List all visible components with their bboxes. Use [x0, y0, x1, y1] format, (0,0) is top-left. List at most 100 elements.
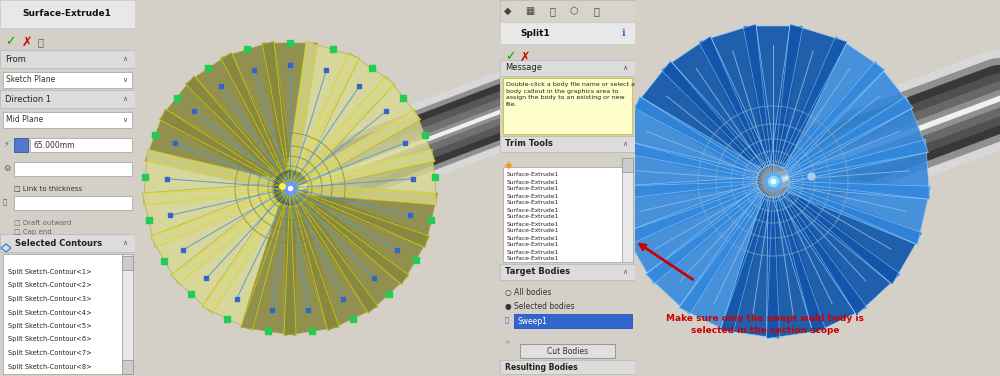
Text: Mid Plane: Mid Plane — [6, 115, 43, 124]
Bar — [503, 78, 632, 134]
Polygon shape — [624, 182, 763, 285]
Text: 🎨: 🎨 — [593, 6, 599, 16]
Polygon shape — [778, 188, 900, 315]
Bar — [14, 138, 28, 152]
Text: ⬡: ⬡ — [570, 6, 578, 16]
Text: Selected Contours: Selected Contours — [15, 238, 102, 247]
Polygon shape — [221, 41, 293, 173]
Polygon shape — [287, 41, 359, 173]
Text: Make sure only the swept weld body is
selected in the section scope: Make sure only the swept weld body is se… — [666, 314, 864, 335]
Polygon shape — [301, 190, 430, 285]
Polygon shape — [296, 196, 409, 313]
Polygon shape — [720, 196, 780, 339]
Bar — [30, 138, 132, 152]
Bar — [514, 314, 632, 328]
Polygon shape — [143, 149, 273, 205]
Text: Sketch Plane: Sketch Plane — [6, 76, 55, 85]
Bar — [503, 167, 622, 262]
Text: □ Draft outward: □ Draft outward — [14, 219, 71, 225]
Text: Split Sketch-Contour<4>: Split Sketch-Contour<4> — [8, 309, 92, 315]
Text: Split Sketch-Contour<7>: Split Sketch-Contour<7> — [8, 350, 92, 356]
Polygon shape — [171, 196, 284, 313]
Bar — [14, 196, 132, 210]
Text: ✗: ✗ — [22, 35, 32, 49]
Text: Surface-Extrude1: Surface-Extrude1 — [507, 235, 559, 241]
Text: ∧: ∧ — [622, 269, 627, 275]
Polygon shape — [299, 76, 421, 183]
Bar — [0, 90, 135, 108]
Text: Split1: Split1 — [520, 29, 550, 38]
Text: ℹ: ℹ — [621, 28, 625, 38]
Text: Resulting Bodies: Resulting Bodies — [505, 362, 578, 371]
Text: ∨: ∨ — [122, 77, 127, 83]
Text: Surface-Extrude1: Surface-Extrude1 — [22, 9, 111, 18]
Polygon shape — [679, 192, 773, 334]
Text: From: From — [5, 55, 26, 64]
Bar — [122, 360, 133, 374]
Polygon shape — [241, 205, 296, 335]
Bar — [520, 344, 615, 358]
Polygon shape — [785, 97, 928, 182]
Text: Trim Tools: Trim Tools — [505, 139, 553, 149]
Polygon shape — [307, 149, 437, 205]
Text: 65.000mm: 65.000mm — [33, 141, 74, 150]
Polygon shape — [616, 139, 758, 199]
Polygon shape — [615, 177, 759, 245]
Text: Target Bodies: Target Bodies — [505, 267, 570, 276]
Polygon shape — [185, 52, 287, 178]
Polygon shape — [646, 188, 768, 315]
Text: ◆: ◆ — [504, 6, 512, 16]
Text: □ Link to thickness: □ Link to thickness — [14, 185, 82, 191]
Text: Split Sketch-Contour<6>: Split Sketch-Contour<6> — [8, 337, 92, 343]
Text: Surface-Extrude1: Surface-Extrude1 — [507, 256, 559, 261]
Text: Direction 1: Direction 1 — [5, 94, 51, 103]
Text: ∧: ∧ — [122, 240, 127, 246]
Text: ∧: ∧ — [122, 96, 127, 102]
Polygon shape — [773, 192, 867, 334]
Polygon shape — [306, 184, 438, 247]
Text: Split Sketch-Contour<1>: Split Sketch-Contour<1> — [8, 269, 92, 275]
Text: 🔷: 🔷 — [505, 317, 509, 323]
Bar — [500, 22, 635, 44]
Polygon shape — [159, 76, 281, 183]
Text: Surface-Extrude1: Surface-Extrude1 — [507, 243, 559, 247]
Polygon shape — [618, 97, 761, 182]
Bar — [500, 0, 635, 22]
Text: Surface-Extrude1: Surface-Extrude1 — [507, 208, 559, 212]
Text: ⚙: ⚙ — [3, 164, 10, 173]
Polygon shape — [771, 24, 847, 168]
Text: Split Sketch-Contour<5>: Split Sketch-Contour<5> — [8, 323, 92, 329]
Polygon shape — [262, 43, 318, 170]
Text: ○ All bodies: ○ All bodies — [505, 288, 551, 297]
Text: Split Sketch-Contour<2>: Split Sketch-Contour<2> — [8, 282, 92, 288]
Polygon shape — [699, 24, 775, 168]
Text: ∨: ∨ — [122, 117, 127, 123]
Text: ✓: ✓ — [5, 35, 16, 49]
Text: Cut Bodies: Cut Bodies — [547, 347, 588, 355]
Text: □ Cap end: □ Cap end — [14, 229, 52, 235]
Text: ◈: ◈ — [505, 339, 510, 345]
Text: ◈: ◈ — [505, 160, 512, 170]
Polygon shape — [633, 61, 765, 177]
Polygon shape — [781, 61, 913, 177]
Text: ▦: ▦ — [525, 6, 535, 16]
Text: Surface-Extrude1: Surface-Extrude1 — [507, 221, 559, 226]
Polygon shape — [788, 139, 930, 199]
Text: Sweep1: Sweep1 — [518, 317, 548, 326]
Polygon shape — [766, 196, 826, 339]
Bar — [0, 234, 135, 252]
Text: ∧: ∧ — [622, 65, 627, 71]
Polygon shape — [661, 36, 770, 172]
Text: 📋: 📋 — [3, 199, 7, 205]
Bar — [122, 256, 133, 270]
Text: Surface-Extrude1: Surface-Extrude1 — [507, 186, 559, 191]
Text: Surface-Extrude1: Surface-Extrude1 — [507, 179, 559, 185]
Text: 🔧: 🔧 — [549, 6, 555, 16]
Bar — [500, 360, 635, 374]
Polygon shape — [142, 184, 274, 247]
Bar — [122, 254, 133, 374]
Bar — [622, 158, 633, 172]
Text: ⚡: ⚡ — [3, 139, 9, 149]
Bar — [0, 50, 135, 68]
Bar — [3, 112, 132, 128]
